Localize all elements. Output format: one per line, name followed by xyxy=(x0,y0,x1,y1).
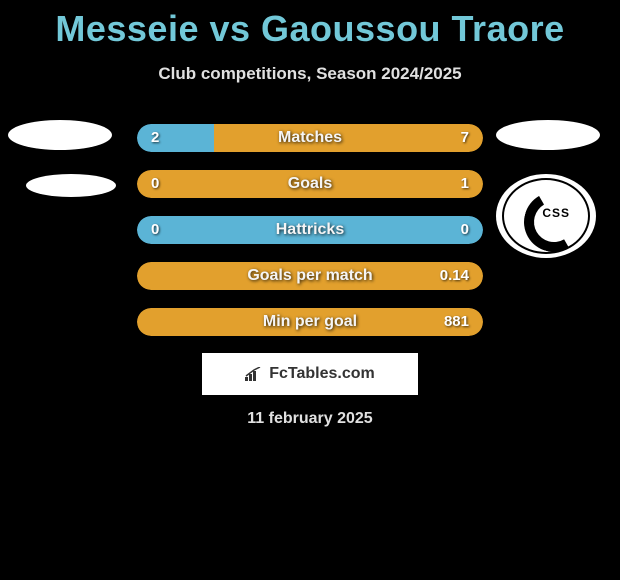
right-team-badges: CSS xyxy=(496,120,600,258)
right-badge-text: CSS xyxy=(542,206,570,220)
stat-bars: 27Matches 01Goals 00Hattricks 0.14Goals per… xyxy=(137,124,483,354)
stat-label: Min per goal xyxy=(137,308,483,336)
stat-label: Matches xyxy=(137,124,483,152)
stat-row: 881Min per goal xyxy=(137,308,483,336)
right-badge-css: CSS xyxy=(496,174,596,258)
stat-row: 0.14Goals per match xyxy=(137,262,483,290)
date-label: 11 february 2025 xyxy=(0,410,620,428)
left-badge-2 xyxy=(26,174,116,197)
stat-row: 00Hattricks xyxy=(137,216,483,244)
brand-text: FcTables.com xyxy=(269,365,375,383)
stat-label: Hattricks xyxy=(137,216,483,244)
page-title: Messeie vs Gaoussou Traore xyxy=(0,0,620,50)
subtitle: Club competitions, Season 2024/2025 xyxy=(0,64,620,84)
brand-logo: FcTables.com xyxy=(201,352,419,396)
right-badge-1 xyxy=(496,120,600,150)
stat-label: Goals per match xyxy=(137,262,483,290)
stat-row: 01Goals xyxy=(137,170,483,198)
stat-row: 27Matches xyxy=(137,124,483,152)
chart-icon xyxy=(245,367,265,381)
stat-label: Goals xyxy=(137,170,483,198)
left-team-badges xyxy=(8,120,116,221)
left-badge-1 xyxy=(8,120,112,150)
